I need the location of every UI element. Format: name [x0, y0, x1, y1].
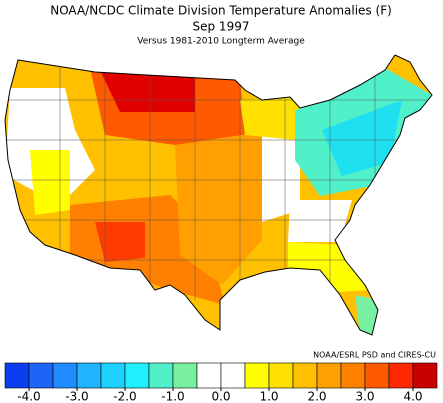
colorbar-bin [340, 362, 366, 389]
colorbar-bin [316, 362, 342, 389]
credit: NOAA/ESRL PSD and CIRES-CU [313, 351, 436, 360]
colorbar-bin [412, 362, 438, 389]
colorbar-bin [244, 362, 270, 389]
colorbar-bin [388, 362, 414, 389]
colorbar-bin [172, 362, 198, 389]
colorbar-tick-label: -1.0 [161, 390, 184, 403]
colorbar-tick-label: 4.0 [403, 390, 422, 403]
colorbar-bin [124, 362, 150, 389]
date: Sep 1997 [193, 20, 250, 34]
colorbar-tick-label: 3.0 [355, 390, 374, 403]
colorbar-tick-label: -3.0 [65, 390, 88, 403]
subtitle: Versus 1981-2010 Longterm Average [137, 37, 305, 47]
colorbar: -4.0 -3.0 -2.0 -1.0 0.0 1.0 2.0 3.0 4.0 [4, 362, 438, 403]
colorbar-tick-label: -2.0 [113, 390, 136, 403]
colorbar-tick-label: -4.0 [17, 390, 40, 403]
colorbar-tick-label: 0.0 [211, 390, 230, 403]
colorbar-bin [292, 362, 318, 389]
us-map [5, 55, 432, 335]
colorbar-tick-label: 2.0 [307, 390, 326, 403]
colorbar-bin [4, 362, 30, 389]
colorbar-bin [196, 362, 222, 389]
us-outline [4, 54, 433, 336]
colorbar-bin [100, 362, 126, 389]
colorbar-bin [76, 362, 102, 389]
colorbar-bin [364, 362, 390, 389]
colorbar-bin [268, 362, 294, 389]
colorbar-bin [220, 362, 246, 389]
colorbar-bin [148, 362, 174, 389]
title: NOAA/NCDC Climate Division Temperature A… [50, 4, 392, 18]
colorbar-tick-label: 1.0 [259, 390, 278, 403]
colorbar-bin [52, 362, 78, 389]
colorbar-bin [28, 362, 54, 389]
